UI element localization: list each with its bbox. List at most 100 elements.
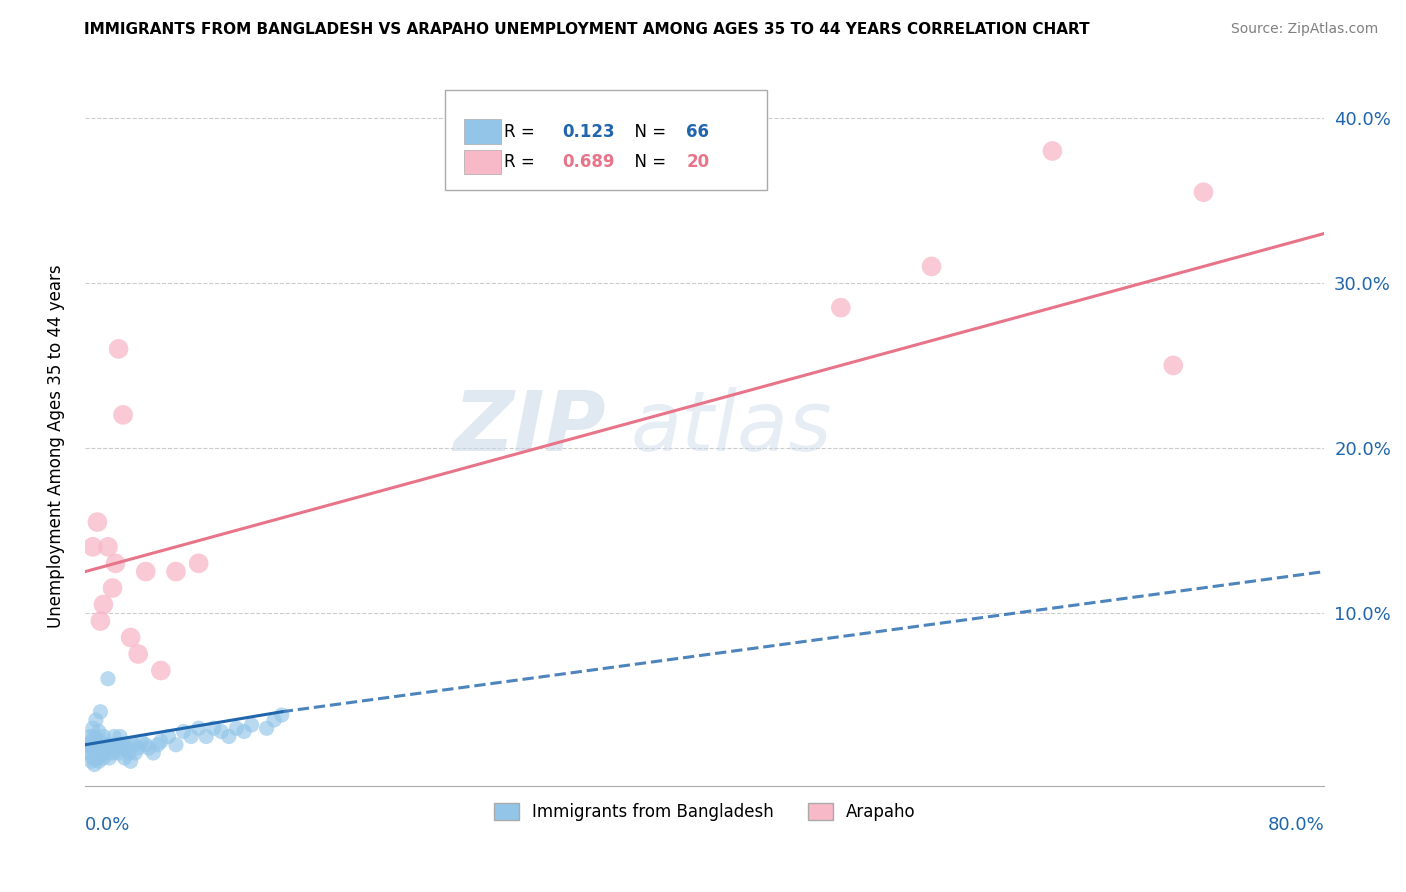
Point: [93, 751, 115, 765]
Text: IMMIGRANTS FROM BANGLADESH VS ARAPAHO UNEMPLOYMENT AMONG AGES 35 TO 44 YEARS COR: IMMIGRANTS FROM BANGLADESH VS ARAPAHO UN…: [84, 22, 1090, 37]
Point: [82, 721, 104, 735]
Point: [218, 730, 240, 744]
Point: [100, 738, 122, 752]
Point: [103, 730, 125, 744]
Point: [165, 738, 187, 752]
Point: [86, 738, 108, 752]
Point: [142, 746, 165, 760]
Point: [129, 734, 152, 748]
Point: [79, 730, 101, 744]
Point: [105, 738, 128, 752]
Point: [108, 730, 131, 744]
Point: [82, 751, 104, 765]
Point: [165, 565, 187, 579]
Point: [101, 581, 124, 595]
Point: [101, 746, 124, 760]
Point: [1161, 359, 1184, 373]
Point: [77, 746, 100, 760]
Point: [112, 738, 135, 752]
Text: R =: R =: [505, 123, 546, 141]
Point: [114, 751, 136, 765]
Point: [83, 757, 105, 772]
Point: [209, 724, 232, 739]
FancyBboxPatch shape: [464, 150, 501, 174]
Point: [83, 730, 105, 744]
Point: [180, 730, 202, 744]
Point: [120, 754, 142, 768]
Point: [86, 515, 108, 529]
Point: [89, 746, 111, 760]
Point: [79, 741, 101, 756]
Point: [149, 734, 172, 748]
Point: [90, 741, 112, 756]
Point: [107, 746, 129, 760]
Point: [112, 408, 135, 422]
Point: [115, 741, 138, 756]
Point: [97, 672, 120, 686]
Text: 20: 20: [686, 153, 710, 170]
Text: ZIP: ZIP: [453, 387, 606, 467]
Point: [195, 730, 218, 744]
Point: [921, 260, 943, 274]
Text: 0.689: 0.689: [562, 153, 614, 170]
Point: [122, 738, 145, 752]
Point: [124, 746, 146, 760]
Point: [157, 730, 180, 744]
Point: [135, 738, 157, 752]
Text: R =: R =: [505, 153, 546, 170]
Text: 0.0%: 0.0%: [86, 815, 131, 834]
Legend: Immigrants from Bangladesh, Arapaho: Immigrants from Bangladesh, Arapaho: [488, 797, 922, 828]
Point: [87, 754, 110, 768]
Point: [127, 741, 149, 756]
Point: [80, 734, 103, 748]
Point: [127, 647, 149, 661]
Point: [233, 724, 256, 739]
Point: [118, 746, 141, 760]
Text: atlas: atlas: [630, 387, 832, 467]
Point: [104, 741, 127, 756]
Point: [84, 746, 107, 760]
Point: [87, 724, 110, 739]
Text: 0.123: 0.123: [562, 123, 614, 141]
Point: [76, 738, 98, 752]
Point: [270, 708, 292, 723]
Point: [84, 713, 107, 727]
Text: N =: N =: [624, 123, 672, 141]
Point: [89, 705, 111, 719]
Point: [82, 741, 104, 756]
Text: Source: ZipAtlas.com: Source: ZipAtlas.com: [1230, 22, 1378, 37]
Point: [89, 734, 111, 748]
Point: [96, 746, 118, 760]
Point: [120, 631, 142, 645]
Text: 66: 66: [686, 123, 709, 141]
FancyBboxPatch shape: [464, 120, 501, 144]
Point: [1042, 144, 1064, 158]
Point: [107, 342, 129, 356]
Point: [104, 557, 127, 571]
Point: [240, 718, 263, 732]
Point: [173, 724, 195, 739]
Point: [94, 738, 117, 752]
Point: [202, 721, 225, 735]
Point: [82, 540, 104, 554]
Point: [93, 730, 115, 744]
Point: [86, 751, 108, 765]
Point: [830, 301, 852, 315]
Point: [146, 738, 169, 752]
Point: [187, 557, 209, 571]
Point: [93, 598, 115, 612]
Point: [97, 540, 120, 554]
Point: [256, 721, 278, 735]
Point: [97, 741, 120, 756]
Point: [98, 751, 121, 765]
Point: [89, 614, 111, 628]
Point: [187, 721, 209, 735]
Text: 80.0%: 80.0%: [1268, 815, 1324, 834]
Point: [149, 664, 172, 678]
Point: [110, 741, 132, 756]
Point: [225, 721, 247, 735]
Point: [263, 713, 285, 727]
Text: N =: N =: [624, 153, 672, 170]
Point: [80, 754, 103, 768]
Text: Unemployment Among Ages 35 to 44 years: Unemployment Among Ages 35 to 44 years: [48, 264, 65, 628]
